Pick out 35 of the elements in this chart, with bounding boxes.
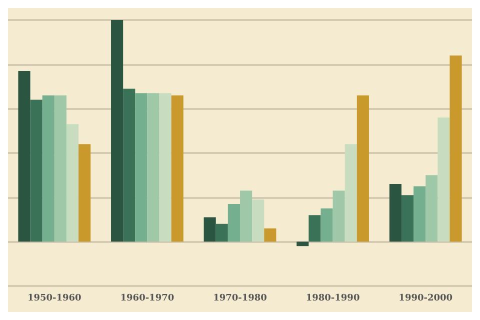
x-tick-label: 1950-1960	[27, 294, 82, 304]
bar	[401, 195, 414, 242]
bar	[66, 124, 79, 242]
bar	[135, 93, 148, 242]
bar	[414, 186, 426, 242]
bar	[264, 228, 276, 242]
bar	[320, 208, 333, 242]
bar	[42, 95, 54, 242]
bar	[344, 144, 357, 242]
x-tick-label: 1990-2000	[398, 294, 453, 304]
bar	[332, 190, 345, 242]
bar	[356, 95, 369, 242]
bar	[159, 93, 172, 242]
bar	[252, 200, 264, 242]
bar	[426, 175, 438, 242]
bar	[111, 20, 124, 242]
bar	[204, 217, 216, 242]
x-tick-label: 1960-1970	[120, 294, 174, 304]
bar	[147, 93, 160, 242]
bar	[228, 204, 240, 242]
bar	[389, 184, 402, 242]
x-tick-label: 1980-1990	[306, 294, 360, 304]
bar	[438, 118, 450, 242]
bar	[171, 95, 184, 242]
bar	[450, 55, 462, 242]
bar	[240, 190, 252, 242]
bar	[18, 70, 30, 242]
bar	[296, 242, 309, 246]
bar	[78, 144, 91, 242]
bar	[216, 224, 228, 242]
bar	[54, 95, 66, 242]
bar	[308, 215, 321, 242]
x-tick-label: 1970-1980	[213, 294, 267, 304]
bar	[123, 88, 136, 242]
bar	[30, 100, 42, 242]
